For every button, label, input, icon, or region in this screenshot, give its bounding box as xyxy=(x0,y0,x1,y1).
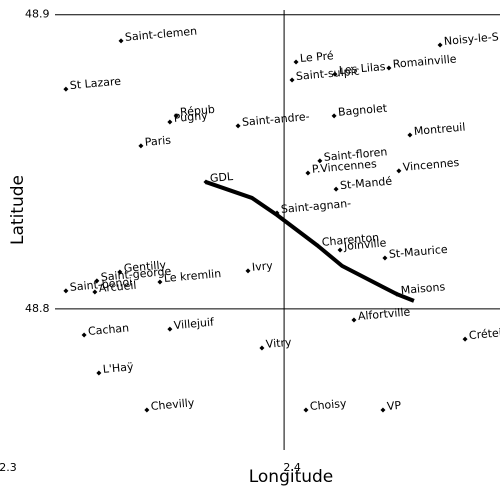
place-marker xyxy=(437,42,443,48)
place-label: Les Lilas xyxy=(338,60,386,77)
place-marker xyxy=(333,186,339,192)
place-label: Cachan xyxy=(87,321,129,338)
place-marker xyxy=(303,407,309,413)
place-marker xyxy=(386,65,392,71)
place-label: St-Maurice xyxy=(388,243,448,261)
place-label: Répub xyxy=(180,103,216,119)
place-marker xyxy=(317,158,323,164)
place-label: Romainville xyxy=(392,52,457,71)
place-marker xyxy=(337,247,343,253)
place-marker xyxy=(235,123,241,129)
place-label: Créteil xyxy=(468,326,500,342)
place-label: Saint-floren xyxy=(323,145,388,164)
place-marker xyxy=(274,210,280,216)
place-marker xyxy=(331,113,337,119)
place-marker xyxy=(144,407,150,413)
place-marker xyxy=(289,77,295,83)
place-marker xyxy=(332,71,338,77)
place-marker xyxy=(203,179,209,185)
place-label: Saint-clemen xyxy=(124,25,197,44)
place-label: GDL xyxy=(209,170,234,185)
place-marker xyxy=(245,268,251,274)
place-label: Saint-george xyxy=(100,265,172,284)
place-marker xyxy=(94,278,100,284)
place-label: Pugny xyxy=(173,109,208,125)
place-label: Vincennes xyxy=(402,156,460,174)
place-marker xyxy=(118,38,124,44)
place-marker xyxy=(351,317,357,323)
place-marker xyxy=(394,291,400,297)
place-marker xyxy=(305,170,311,176)
place-label: Saint-andre- xyxy=(241,110,310,129)
place-marker xyxy=(63,86,69,92)
place-label: Saint-sulpic xyxy=(295,64,360,83)
place-label: Saint-agnan- xyxy=(280,197,351,216)
place-marker xyxy=(315,243,321,249)
place-marker xyxy=(167,326,173,332)
place-label: Bagnolet xyxy=(337,102,388,119)
y-tick-label: 48.9 xyxy=(25,8,50,21)
place-marker xyxy=(396,168,402,174)
place-marker xyxy=(382,255,388,261)
place-marker xyxy=(92,289,98,295)
place-label: Arcueil xyxy=(98,279,137,295)
y-axis-title: Latitude xyxy=(8,175,28,245)
place-marker xyxy=(173,113,179,119)
place-label: Charenton xyxy=(321,231,379,249)
place-label: Saint-benoi xyxy=(69,275,132,293)
place-marker xyxy=(81,332,87,338)
place-label: Montreuil xyxy=(413,121,466,138)
place-label: Ivry xyxy=(251,259,273,274)
place-label: Choisy xyxy=(309,397,347,413)
place-marker xyxy=(167,119,173,125)
y-tick-label: 48.8 xyxy=(25,302,50,315)
place-marker xyxy=(117,269,123,275)
place-marker xyxy=(157,279,163,285)
x-axis-title: Longitude xyxy=(249,467,334,487)
place-label: Alfortville xyxy=(357,305,411,323)
x-tick-label: 2.3 xyxy=(0,461,17,474)
place-label: Joinville xyxy=(342,236,387,253)
place-marker xyxy=(380,407,386,413)
place-marker xyxy=(462,336,468,342)
place-label: Gentilly xyxy=(123,258,167,275)
place-label: St Lazare xyxy=(69,75,121,92)
place-label: Le kremlin xyxy=(163,267,221,285)
place-label: Paris xyxy=(144,134,171,149)
place-marker xyxy=(138,143,144,149)
place-label: Vitry xyxy=(265,336,292,351)
place-marker xyxy=(96,370,102,376)
place-label: Noisy-le-S xyxy=(443,30,499,48)
place-marker xyxy=(407,132,413,138)
place-label: Chevilly xyxy=(150,396,195,413)
place-label: Maisons xyxy=(400,280,446,297)
x-tick-label: 2.4 xyxy=(283,461,301,474)
place-marker xyxy=(259,345,265,351)
place-label: L'Haÿ xyxy=(102,360,134,376)
place-marker xyxy=(63,288,69,294)
place-label: St-Mandé xyxy=(339,175,392,193)
place-label: P.Vincennes xyxy=(311,157,377,176)
place-label: VP xyxy=(386,399,402,413)
place-marker xyxy=(293,59,299,65)
place-label: Le Pré xyxy=(299,49,334,65)
place-label: Villejuif xyxy=(173,316,215,333)
